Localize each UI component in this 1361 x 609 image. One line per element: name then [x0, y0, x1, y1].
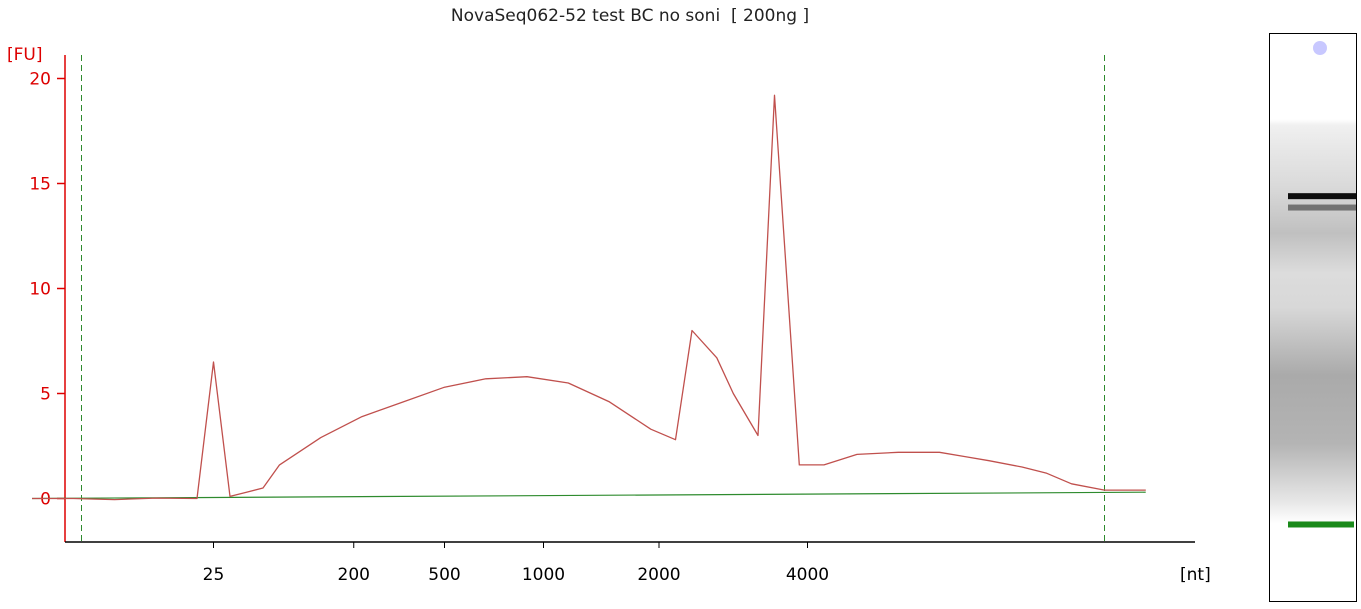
baseline-layer: [31, 491, 1146, 500]
gel-band: [1288, 193, 1356, 200]
upper-marker-spot: [1313, 41, 1327, 55]
trace-line: [32, 94, 1146, 501]
x-tick-label: 1000: [522, 565, 565, 585]
y-tick-label: 15: [29, 175, 51, 195]
marker-lines: [81, 55, 1105, 542]
x-tick-label: 4000: [786, 565, 829, 585]
lower-marker-band: [1288, 521, 1354, 528]
baseline-line: [31, 491, 1146, 500]
y-axis-label: [FU]: [7, 45, 43, 65]
electropherogram-chart: 0 5 10 15 20 25 200 500 1000 2000 4000 [FU] [nt]: [7, 45, 1211, 585]
x-tick-label: 500: [428, 565, 460, 585]
gel-lane-image: [1269, 33, 1357, 602]
gel-lane-background: [1270, 34, 1356, 601]
gel-band: [1288, 204, 1356, 211]
y-tick-label: 20: [29, 70, 51, 90]
trace-layer: [32, 94, 1146, 501]
y-tick-label: 10: [29, 280, 51, 300]
x-axis-label: [nt]: [1180, 565, 1211, 585]
x-tick-label: 2000: [637, 565, 680, 585]
axes: 0 5 10 15 20 25 200 500 1000 2000 4000: [29, 55, 1195, 585]
x-tick-label: 25: [203, 565, 225, 585]
y-tick-label: 5: [40, 385, 51, 405]
x-tick-label: 200: [338, 565, 370, 585]
chart-title: NovaSeq062-52 test BC no soni [ 200ng ]: [450, 6, 810, 26]
y-tick-label: 0: [40, 490, 51, 510]
